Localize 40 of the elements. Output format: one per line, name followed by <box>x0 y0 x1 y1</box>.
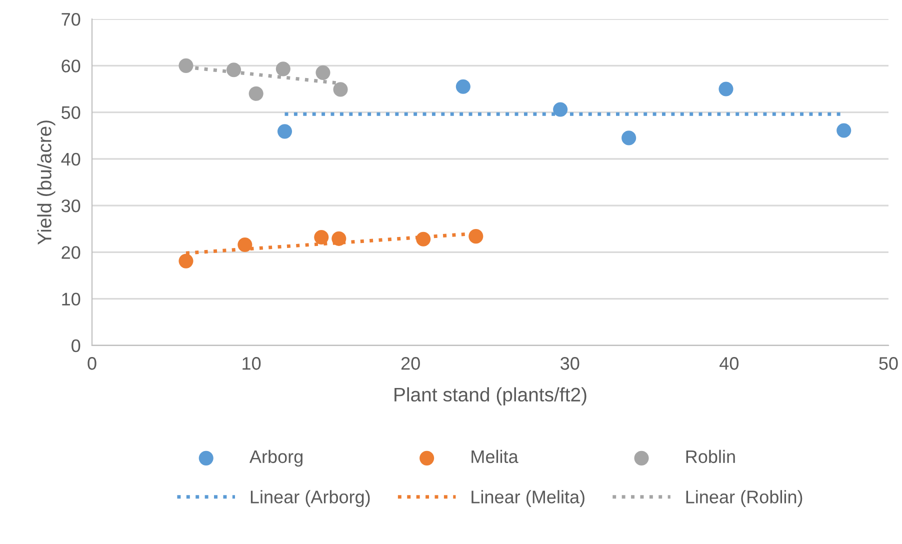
legend-label: Linear (Melita) <box>472 490 584 507</box>
point <box>416 232 431 246</box>
point <box>276 62 290 76</box>
x-tick-label: 20 <box>401 357 420 370</box>
x-tick-label: 50 <box>879 357 898 370</box>
x-tick-label: 0 <box>88 357 96 370</box>
y-tick-label: 60 <box>62 60 80 72</box>
x-tick-label: 40 <box>720 357 739 370</box>
point <box>456 79 470 94</box>
y-tick-label: 70 <box>62 12 80 26</box>
point <box>314 230 329 245</box>
point <box>178 58 194 73</box>
y-axis-title: Yield (bu/acre) <box>37 120 56 245</box>
y-tick-label: 0 <box>72 339 80 352</box>
legend-label: Roblin <box>686 450 735 464</box>
y-tick-label: 30 <box>62 199 80 212</box>
point <box>248 86 264 101</box>
point <box>333 82 348 97</box>
y-tick-label: 50 <box>62 106 80 120</box>
legend-label: Linear (Roblin) <box>686 490 802 507</box>
point <box>226 62 242 78</box>
point <box>718 82 734 96</box>
x-tick-label: 30 <box>560 357 580 370</box>
legend-label: Linear (Arborg) <box>250 490 370 507</box>
x-axis-title: Plant stand (plants/ft2) <box>394 387 586 406</box>
y-tick-label: 20 <box>62 246 80 259</box>
legend-label: Arborg <box>249 450 302 467</box>
point <box>238 237 252 252</box>
point <box>622 130 636 146</box>
point <box>178 254 194 268</box>
y-tick-label: 40 <box>61 152 80 166</box>
legend-label: Melita <box>472 450 518 464</box>
y-tick-label: 10 <box>62 292 80 306</box>
point <box>332 231 346 246</box>
point <box>277 124 292 139</box>
x-tick-label: 10 <box>242 357 261 370</box>
point <box>553 102 568 117</box>
point <box>468 229 484 244</box>
point <box>836 123 852 138</box>
point <box>316 65 330 80</box>
